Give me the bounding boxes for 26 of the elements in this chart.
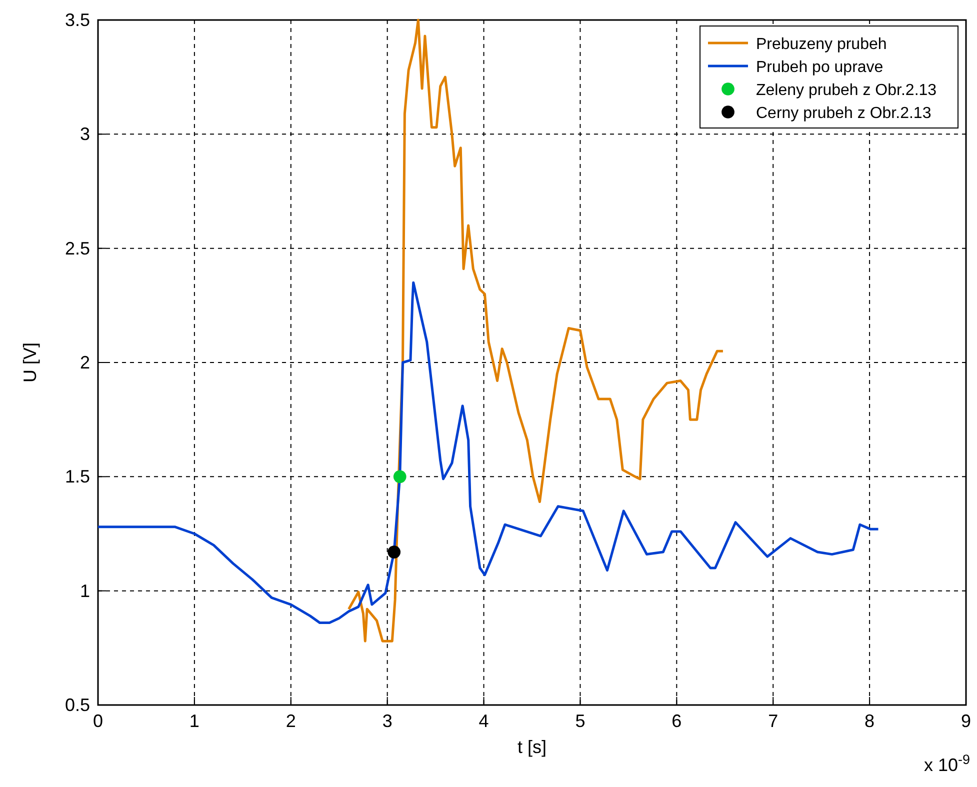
legend-label: Cerny prubeh z Obr.2.13 <box>756 105 932 122</box>
x-tick-label: 3 <box>382 711 392 731</box>
y-tick-label: 2 <box>80 352 90 372</box>
x-tick-label: 1 <box>189 711 200 731</box>
y-tick-label: 1.5 <box>64 466 90 487</box>
x-tick-label: 2 <box>286 711 296 731</box>
text: x 10$^{-9}$ <box>924 752 970 775</box>
y-tick-label: 1 <box>80 580 90 601</box>
y-tick-label: 0.5 <box>64 695 90 715</box>
y-tick-label: 3 <box>80 124 90 144</box>
x-tick-label: 4 <box>478 711 489 731</box>
x-tick-label: 8 <box>864 711 875 731</box>
legend-label: Prubeh po uprave <box>756 59 884 76</box>
x-tick-label: 9 <box>960 711 972 731</box>
x-tick-label: 0 <box>92 711 104 731</box>
y-tick-label: 3.5 <box>64 10 90 30</box>
legend-label: Prebuzeny prubeh <box>756 36 887 53</box>
y-tick-label: 2.5 <box>64 238 90 258</box>
legend-label: Zeleny prubeh z Obr.2.13 <box>756 82 937 99</box>
x-tick-label: 5 <box>575 711 586 731</box>
y-axis-title: U [V] <box>20 342 40 383</box>
x-tick-label: 6 <box>672 711 682 731</box>
x-tick-label: 7 <box>768 711 778 731</box>
x-axis-title: t [s] <box>517 737 547 757</box>
line-series <box>348 18 724 642</box>
line-series <box>96 281 880 624</box>
